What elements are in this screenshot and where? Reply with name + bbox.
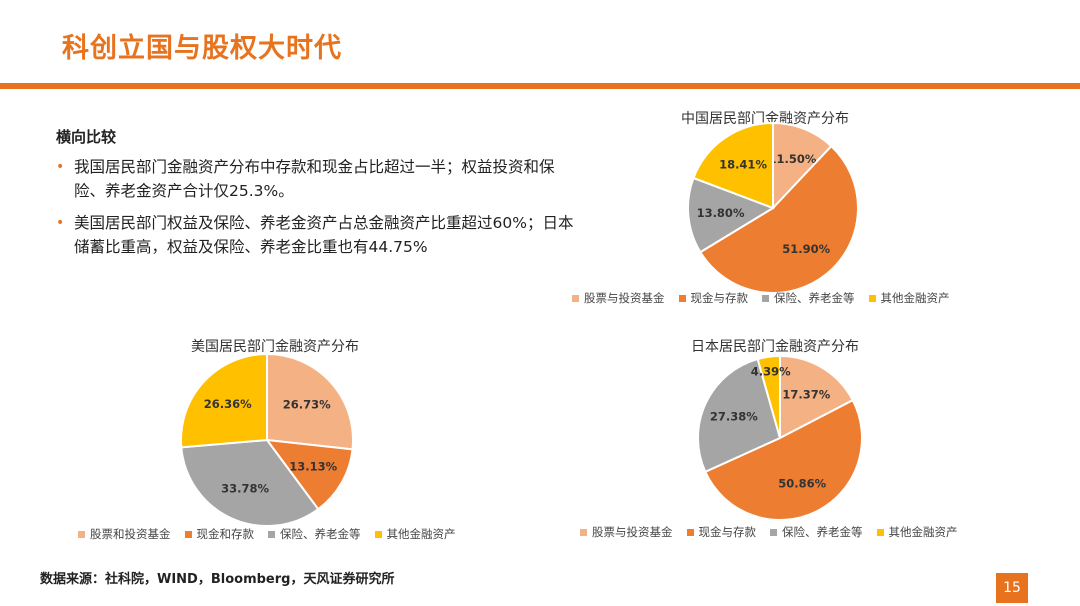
legend-label: 现金与存款 (698, 525, 757, 539)
china-slice-label-3: 13.80% (697, 206, 745, 220)
china-slice-label-1: 11.50% (768, 152, 816, 166)
legend-label: 保险、养老金等 (782, 525, 863, 539)
legend-item: 现金和存款 (184, 526, 255, 542)
legend-label: 股票与投资基金 (584, 291, 665, 305)
china-slice-3 (687, 176, 776, 254)
usa-slice-3 (180, 438, 320, 527)
usa-slice-label-1: 26.73% (283, 397, 331, 411)
legend-swatch (678, 294, 686, 302)
usa-chart-title: 美国居民部门金融资产分布 (191, 339, 359, 355)
bullet-item: • 我国居民部门金融资产分布中存款和现金占比超过一半；权益投资和保险、养老金资产… (56, 155, 576, 203)
legend-label: 保险、养老金等 (774, 291, 855, 305)
japan-chart-legend: 股票与投资基金 现金与存款 保险、养老金等 其他金融资产 (580, 524, 958, 540)
japan-slice-3 (697, 357, 782, 474)
bullet-marker: • (56, 159, 65, 175)
legend-label: 其他金融资产 (888, 525, 958, 539)
bullet-item: • 美国居民部门权益及保险、养老金资产占总金融资产比重超过60%；日本储蓄比重高… (56, 211, 576, 259)
usa-slice-2 (264, 438, 354, 511)
china-chart-legend: 股票与投资基金 现金与存款 保险、养老金等 其他金融资产 (572, 290, 950, 306)
japan-slice-4 (756, 354, 781, 439)
legend-item: 现金与存款 (686, 524, 757, 540)
title-divider (0, 83, 1080, 89)
legend-label: 现金与存款 (690, 291, 749, 305)
legend-label: 其他金融资产 (386, 527, 456, 541)
china-slice-1 (772, 121, 833, 211)
legend-item: 其他金融资产 (374, 526, 456, 542)
usa-slice-4 (180, 352, 268, 449)
legend-label: 股票和投资基金 (90, 527, 171, 541)
comparison-heading: 横向比较 (56, 128, 117, 146)
japan-slice-label-4: 4.39% (751, 364, 791, 378)
legend-label: 其他金融资产 (880, 291, 950, 305)
legend-swatch (580, 528, 587, 536)
legend-item: 其他金融资产 (868, 290, 950, 306)
japan-slice-label-3: 27.38% (710, 410, 758, 424)
legend-item: 股票与投资基金 (580, 524, 673, 540)
japan-slice-label-1: 17.37% (782, 388, 830, 402)
china-slice-4 (692, 121, 774, 210)
usa-slice-label-3: 33.78% (221, 482, 269, 496)
legend-swatch (184, 530, 192, 538)
japan-chart-title: 日本居民部门金融资产分布 (691, 339, 859, 355)
bullet-text: 美国居民部门权益及保险、养老金资产占总金融资产比重超过60%；日本储蓄比重高，权… (74, 214, 574, 256)
usa-slice-label-2: 13.13% (289, 460, 337, 474)
legend-swatch (770, 528, 777, 536)
japan-slice-1 (779, 354, 855, 440)
usa-slice-label-4: 26.36% (204, 397, 252, 411)
legend-label: 保险、养老金等 (280, 527, 361, 541)
slide-title: 科创立国与股权大时代 (62, 33, 342, 64)
usa-chart-legend: 股票和投资基金 现金和存款 保险、养老金等 其他金融资产 (78, 526, 456, 542)
china-pie-chart: 11.50% 51.90% 13.80% 18.41% (687, 121, 859, 294)
bullet-marker: • (56, 215, 65, 231)
comparison-text: 横向比较 • 我国居民部门金融资产分布中存款和现金占比超过一半；权益投资和保险、… (56, 126, 576, 267)
japan-slice-2 (703, 398, 863, 521)
legend-swatch (572, 294, 579, 302)
legend-swatch (374, 530, 382, 538)
legend-label: 股票与投资基金 (592, 525, 673, 539)
legend-item: 股票与投资基金 (572, 290, 665, 306)
china-chart-title: 中国居民部门金融资产分布 (681, 111, 849, 127)
legend-item: 其他金融资产 (876, 524, 958, 540)
legend-label: 现金和存款 (196, 527, 255, 541)
legend-swatch (868, 294, 876, 302)
bullet-text: 我国居民部门金融资产分布中存款和现金占比超过一半；权益投资和保险、养老金资产合计… (74, 158, 555, 200)
japan-slice-label-2: 50.86% (778, 477, 826, 491)
china-slice-label-2: 51.90% (782, 242, 830, 256)
japan-pie-chart: 17.37% 50.86% 27.38% 4.39% (697, 354, 863, 521)
legend-item: 股票和投资基金 (78, 526, 171, 542)
china-slice-2 (698, 144, 859, 294)
usa-slice-1 (266, 352, 354, 451)
legend-item: 现金与存款 (678, 290, 749, 306)
legend-swatch (876, 528, 884, 536)
data-source-note: 数据来源：社科院，WIND，Bloomberg，天风证券研究所 (40, 572, 395, 587)
usa-pie-chart: 26.73% 13.13% 33.78% 26.36% (180, 352, 354, 527)
legend-swatch (762, 294, 769, 302)
china-slice-label-4: 18.41% (719, 158, 767, 172)
legend-item: 保险、养老金等 (762, 290, 855, 306)
page-number: 15 (996, 573, 1028, 603)
legend-item: 保险、养老金等 (268, 526, 361, 542)
legend-swatch (268, 530, 275, 538)
legend-swatch (686, 528, 694, 536)
legend-swatch (78, 530, 85, 538)
legend-item: 保险、养老金等 (770, 524, 863, 540)
